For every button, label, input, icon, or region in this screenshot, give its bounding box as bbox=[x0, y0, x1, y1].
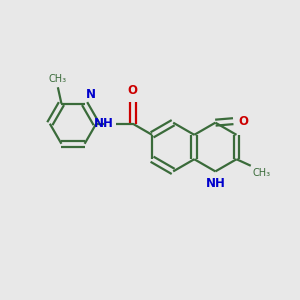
Text: O: O bbox=[128, 84, 138, 97]
Text: N: N bbox=[86, 88, 96, 101]
Text: NH: NH bbox=[94, 117, 114, 130]
Text: CH₃: CH₃ bbox=[253, 168, 271, 178]
Text: NH: NH bbox=[206, 177, 226, 190]
Text: O: O bbox=[238, 115, 249, 128]
Text: CH₃: CH₃ bbox=[49, 74, 67, 84]
